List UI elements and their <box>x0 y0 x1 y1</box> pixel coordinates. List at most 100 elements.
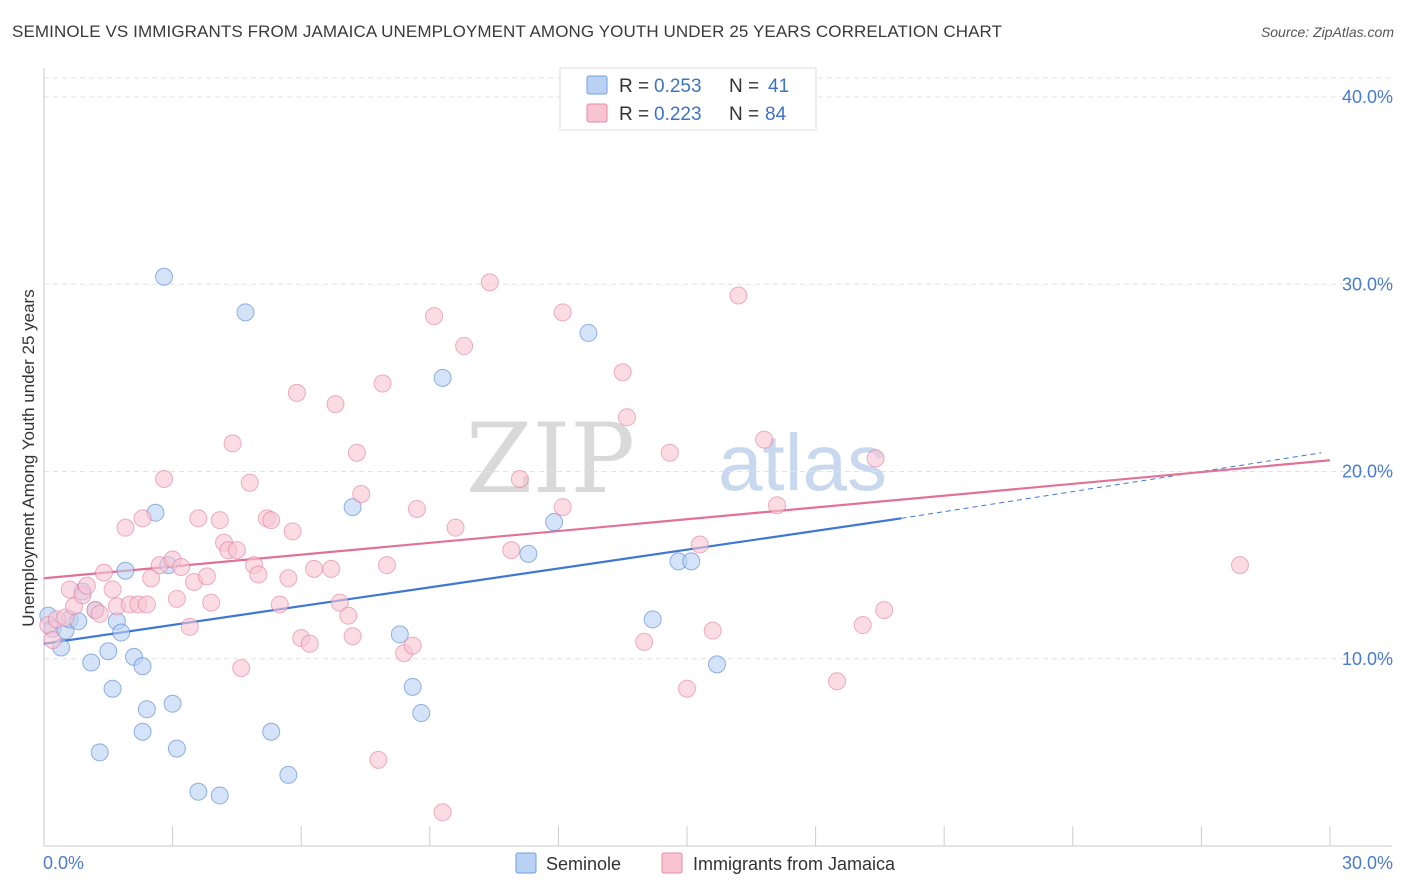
point-jamaica <box>553 303 572 322</box>
point-jamaica <box>77 576 96 595</box>
point-seminole <box>390 625 409 644</box>
y-tick-label: 40.0% <box>1342 87 1393 107</box>
point-jamaica <box>690 535 709 554</box>
point-jamaica <box>227 541 246 560</box>
point-jamaica <box>223 434 242 453</box>
point-jamaica <box>283 522 302 541</box>
point-jamaica <box>287 383 306 402</box>
point-jamaica <box>330 593 349 612</box>
point-jamaica <box>768 496 787 515</box>
point-jamaica <box>103 580 122 599</box>
point-jamaica <box>755 430 774 449</box>
data-points <box>39 267 1249 822</box>
point-seminole <box>403 677 422 696</box>
point-jamaica <box>137 595 156 614</box>
trend-line-seminole-extension <box>901 452 1322 519</box>
point-seminole <box>682 552 701 571</box>
legend-r-label-seminole: R = <box>619 76 649 97</box>
gridlines <box>44 77 1392 660</box>
point-jamaica <box>142 569 161 588</box>
point-seminole <box>90 743 109 762</box>
point-seminole <box>116 561 135 580</box>
point-jamaica <box>232 659 251 678</box>
point-jamaica <box>326 395 345 414</box>
point-jamaica <box>828 672 847 691</box>
y-tick-label: 10.0% <box>1342 649 1393 669</box>
watermark-zip: ZIP <box>466 403 635 515</box>
point-jamaica <box>347 443 366 462</box>
point-jamaica <box>729 286 748 305</box>
point-seminole <box>708 655 727 674</box>
point-jamaica <box>1230 556 1249 575</box>
point-jamaica <box>635 632 654 651</box>
point-jamaica <box>43 631 62 650</box>
point-jamaica <box>502 541 521 560</box>
point-seminole <box>133 722 152 741</box>
legend-r-value-jamaica: 0.223 <box>654 104 702 125</box>
point-jamaica <box>189 509 208 528</box>
axis-ticks: 10.0% 20.0% 30.0% 40.0% 0.0% 30.0% <box>43 87 1393 873</box>
y-axis-label: Unemployment Among Youth under 25 years <box>19 289 38 626</box>
point-seminole <box>579 323 598 342</box>
point-jamaica <box>866 449 885 468</box>
y-tick-label: 20.0% <box>1342 462 1393 482</box>
point-seminole <box>412 704 431 723</box>
bottom-legend: Seminole Immigrants from Jamaica <box>515 852 896 874</box>
point-jamaica <box>270 595 289 614</box>
point-seminole <box>433 368 452 387</box>
point-jamaica <box>352 484 371 503</box>
point-jamaica <box>116 518 135 537</box>
point-jamaica <box>369 750 388 769</box>
point-seminole <box>262 722 281 741</box>
legend-n-label-seminole: N = <box>729 76 759 97</box>
point-seminole <box>519 544 538 563</box>
point-jamaica <box>339 606 358 625</box>
point-seminole <box>545 513 564 532</box>
point-seminole <box>343 498 362 517</box>
point-seminole <box>167 739 186 758</box>
point-jamaica <box>249 565 268 584</box>
point-seminole <box>279 765 298 784</box>
point-jamaica <box>510 469 529 488</box>
point-jamaica <box>480 273 499 292</box>
point-jamaica <box>167 589 186 608</box>
trend-line-seminole <box>43 517 902 645</box>
point-jamaica <box>210 511 229 530</box>
point-jamaica <box>305 559 324 578</box>
legend-swatch-jamaica <box>586 103 608 123</box>
point-jamaica <box>133 509 152 528</box>
point-seminole <box>189 782 208 801</box>
bottom-legend-swatch-jamaica <box>661 852 683 874</box>
chart-title: SEMINOLE VS IMMIGRANTS FROM JAMAICA UNEM… <box>12 22 1003 41</box>
point-jamaica <box>322 559 341 578</box>
watermark-atlas: atlas <box>718 418 887 507</box>
point-jamaica <box>300 634 319 653</box>
point-seminole <box>210 786 229 805</box>
point-seminole <box>133 657 152 676</box>
legend-n-value-jamaica: 84 <box>765 104 787 125</box>
point-jamaica <box>617 408 636 427</box>
point-jamaica <box>373 374 392 393</box>
point-seminole <box>155 267 174 286</box>
point-jamaica <box>279 569 298 588</box>
point-jamaica <box>403 636 422 655</box>
axes <box>43 68 1392 847</box>
point-jamaica <box>90 604 109 623</box>
point-jamaica <box>433 803 452 822</box>
point-jamaica <box>703 621 722 640</box>
point-jamaica <box>455 337 474 356</box>
point-jamaica <box>240 473 259 492</box>
legend-r-value-seminole: 0.253 <box>654 76 702 97</box>
point-seminole <box>643 610 662 629</box>
bottom-legend-label-jamaica: Immigrants from Jamaica <box>693 854 896 874</box>
point-jamaica <box>853 616 872 635</box>
point-seminole <box>112 623 131 642</box>
point-jamaica <box>202 593 221 612</box>
point-seminole <box>103 679 122 698</box>
point-jamaica <box>678 679 696 698</box>
point-jamaica <box>377 556 396 575</box>
point-jamaica <box>407 499 426 518</box>
point-jamaica <box>425 307 444 326</box>
point-jamaica <box>155 469 174 488</box>
